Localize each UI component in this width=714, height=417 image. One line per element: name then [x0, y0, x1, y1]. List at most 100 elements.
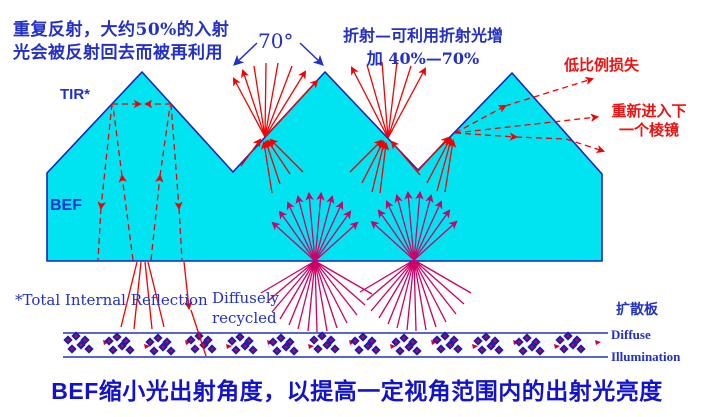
tir-dashed-rays: [97, 99, 183, 261]
ray-line: [436, 137, 454, 192]
particle-dot: [534, 340, 538, 344]
diffuse-ray: [314, 194, 335, 262]
particle-dot: [292, 349, 296, 353]
ray-line: [444, 138, 457, 193]
ray-line: [349, 139, 383, 173]
loss-ray: [504, 76, 595, 107]
ray-line: [240, 138, 262, 167]
particle-dot: [538, 349, 542, 353]
particle-dot: [284, 345, 288, 349]
particle-dot: [152, 349, 156, 353]
ray-line: [264, 62, 267, 138]
particle-dot: [193, 347, 197, 351]
particle-dot: [357, 348, 361, 352]
particle-dot: [402, 336, 406, 340]
recycle-note: 重复反射，大约50%的入射 光会被反射回去而被再利用: [13, 20, 230, 63]
diffusely-recycled-label: Diffusely recycled: [212, 289, 279, 327]
particle-mark: [185, 340, 191, 345]
particle-mark: [390, 344, 396, 349]
ray-line: [264, 79, 319, 138]
diffuse-ray: [260, 260, 316, 294]
ray-line: [366, 64, 389, 139]
low-loss-label: 低比例损失: [564, 56, 640, 74]
bef-film-shape: [46, 71, 603, 262]
particle-mark: [595, 340, 601, 345]
particle-dot: [169, 349, 173, 353]
particle-dot: [394, 340, 398, 344]
diffuse-ray: [279, 260, 316, 320]
particle-dot: [452, 338, 456, 342]
particle-dot: [206, 338, 210, 342]
particle-dot: [439, 347, 443, 351]
tir-ray: [112, 105, 123, 177]
angle-arrow: [299, 42, 324, 66]
diffuse-ray: [314, 221, 359, 262]
particle-dot: [571, 343, 575, 347]
tir-ray: [170, 103, 183, 211]
tir-ray: [97, 207, 102, 261]
particle-dot: [230, 339, 234, 343]
ray-line: [390, 140, 421, 176]
diffuse-illumination-label: Diffuse Illumination: [611, 327, 681, 364]
ray-line: [260, 140, 273, 194]
particle-dot: [128, 348, 132, 352]
tir-ray: [159, 105, 171, 177]
particle-dot: [407, 345, 411, 349]
diffuser-plate: [63, 331, 608, 358]
particle-dot: [484, 335, 488, 339]
diffuse-ray: [305, 191, 316, 262]
particle-dot: [493, 339, 497, 343]
tir-ray: [97, 103, 113, 211]
particle-dot: [288, 340, 292, 344]
tir-footnote: *Total Internal Reflection: [15, 291, 208, 309]
particle-dot: [275, 349, 279, 353]
tir-ray: [178, 207, 183, 261]
diffuse-ray: [314, 260, 373, 295]
diffuse-ray: [359, 259, 415, 293]
diffuse-ray: [295, 194, 316, 262]
particle-dot: [238, 335, 242, 339]
particle-dot: [521, 349, 525, 353]
particle-dot: [480, 348, 484, 352]
tir-ray: [150, 173, 164, 261]
ray-line: [381, 61, 389, 139]
ray-line: [387, 65, 412, 139]
particle-mark: [472, 344, 478, 349]
diffuse-ray: [385, 200, 415, 261]
diffuse-ray: [314, 210, 352, 262]
tir-label: TIR*: [60, 86, 90, 103]
particle-dot: [251, 348, 255, 352]
particle-dot: [517, 340, 521, 344]
angle-span-arrows: [233, 42, 324, 66]
ray-line: [253, 65, 266, 138]
particle-dot: [189, 338, 193, 342]
particle-dot: [271, 340, 275, 344]
particle-dot: [353, 339, 357, 343]
diffuse-ray: [413, 193, 434, 261]
diffuse-ray: [314, 260, 348, 324]
particle-dot: [575, 338, 579, 342]
particle-dot: [312, 338, 316, 342]
ray-line: [387, 67, 426, 139]
diffuser-plate-label: 扩散板: [616, 302, 658, 318]
diffuse-ray: [406, 259, 415, 331]
diffuser-particles: [63, 331, 601, 356]
caption-title: BEF缩小光出射角度，以提高一定视角范围内的出射光亮度: [51, 378, 663, 404]
diffuse-ray: [366, 259, 415, 301]
particle-dot: [476, 339, 480, 343]
diffuse-ray: [404, 190, 415, 261]
particle-dot: [497, 348, 501, 352]
ray-line: [351, 66, 389, 139]
particle-dot: [234, 348, 238, 352]
ray-line: [264, 62, 279, 138]
red-refraction-rays: [120, 61, 457, 357]
diffuse-ray: [267, 260, 316, 302]
ray-line: [269, 138, 304, 173]
refraction-note: 折射—可利用折射光增 加 40%—70%: [342, 26, 503, 68]
ray-line: [387, 61, 398, 139]
diffuse-ray: [413, 259, 447, 323]
particle-mark: [144, 344, 150, 349]
diffuse-ray: [314, 260, 366, 306]
diffuse-ray: [271, 221, 316, 262]
diffuse-ray: [378, 259, 415, 319]
